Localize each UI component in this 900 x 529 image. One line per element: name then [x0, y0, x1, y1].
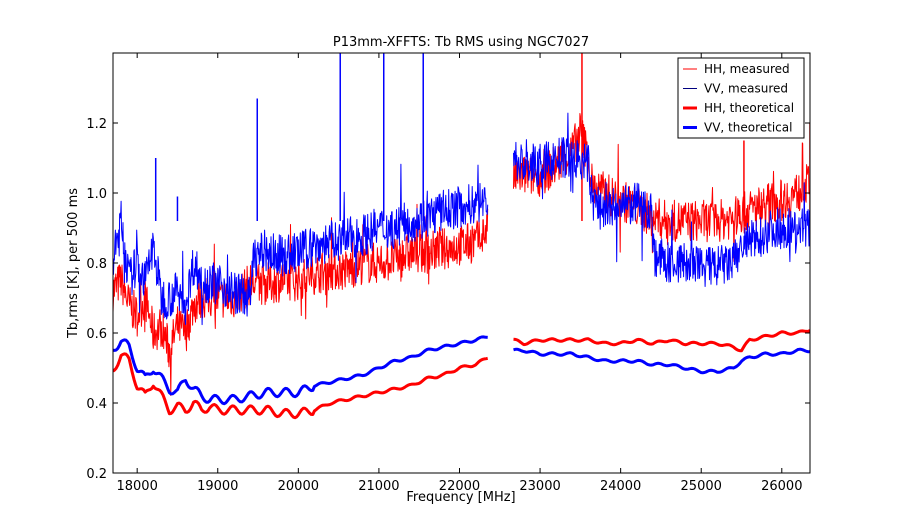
- legend-label: HH, measured: [704, 62, 790, 76]
- x-tick-label: 20000: [278, 479, 319, 494]
- y-tick-label: 0.8: [86, 257, 107, 272]
- legend-label: VV, measured: [704, 82, 788, 96]
- x-tick-label: 21000: [358, 479, 399, 494]
- series-line-vv-measured: [113, 112, 810, 326]
- x-axis-label: Frequency [MHz]: [406, 490, 515, 505]
- x-tick-label: 22000: [439, 479, 480, 494]
- series-layer: [113, 53, 810, 420]
- x-tick-label: 25000: [681, 479, 722, 494]
- y-tick-label: 0.2: [86, 467, 107, 482]
- legend-label: HH, theoretical: [704, 101, 794, 115]
- x-tick-label: 24000: [600, 479, 641, 494]
- y-axis-label: Tb,rms [K], per 500 ms: [66, 188, 81, 339]
- y-tick-label: 1.2: [86, 117, 107, 132]
- x-tick-label: 18000: [116, 479, 157, 494]
- x-tick-label: 23000: [519, 479, 560, 494]
- series-line-hh-theoretical: [113, 329, 810, 420]
- chart-title: P13mm-XFFTS: Tb RMS using NGC7027: [333, 35, 589, 50]
- legend-box: [677, 57, 805, 139]
- series-line-hh-measured: [113, 113, 810, 396]
- x-tick-label: 19000: [197, 479, 238, 494]
- legend: HH, measured VV, measured HH, theoretical V…: [677, 57, 805, 139]
- y-tick-label: 0.6: [86, 327, 107, 342]
- y-tick-label: 1.0: [86, 187, 107, 202]
- y-axis: 0.2 0.4 0.6 0.8 1.0 1.2: [86, 117, 810, 482]
- legend-label: VV, theoretical: [704, 121, 792, 135]
- x-axis: 18000 19000 20000 21000 22000 23000 24000 25000…: [116, 53, 802, 494]
- y-tick-label: 0.4: [86, 397, 107, 412]
- series-line-vv-theoretical: [113, 335, 810, 406]
- x-tick-label: 26000: [761, 479, 802, 494]
